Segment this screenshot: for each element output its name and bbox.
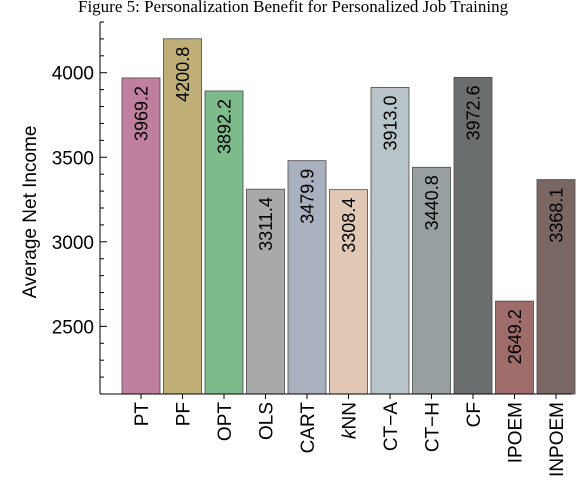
bar-value-label: 3440.8	[422, 175, 442, 230]
y-axis-label: Average Net Income	[20, 126, 41, 299]
bar-value-label: 3913.0	[381, 95, 401, 150]
x-category-label: CT−H	[423, 402, 444, 452]
y-tick-label: 3000	[52, 233, 94, 254]
bars-group	[121, 38, 576, 395]
chart-title: Figure 5: Personalization Benefit for Pe…	[78, 0, 509, 16]
bar-value-label: 3311.4	[256, 197, 276, 251]
y-tick-label: 2500	[52, 317, 94, 338]
bar	[453, 76, 493, 395]
x-category-label: kNN	[340, 402, 361, 439]
bar-value-label: 3972.6	[464, 85, 484, 140]
bar-value-label: 3479.9	[298, 169, 318, 224]
bar	[204, 90, 244, 395]
bar	[495, 300, 534, 395]
bar	[163, 38, 202, 395]
y-tick-label: 3500	[52, 148, 94, 169]
x-category-label: PF	[174, 402, 195, 426]
x-category-label: PT	[132, 402, 153, 427]
x-category-label: IPOEM	[506, 402, 527, 463]
x-axis-labels: PT PF OPT OLS CART kNN CT−A CT−H CF IPOEM INPOEM	[100, 393, 572, 477]
bar-value-label: 4200.8	[173, 47, 193, 102]
bar	[370, 87, 410, 395]
bar-value-label: 3892.2	[215, 99, 235, 154]
x-category-label: INPOEM	[547, 402, 568, 477]
bar-value-label: 2649.2	[505, 309, 525, 364]
x-category-label: CT−A	[381, 402, 402, 451]
x-category-label: OLS	[257, 402, 278, 440]
bar-value-label: 3368.1	[547, 188, 567, 243]
x-category-label: CART	[298, 402, 319, 454]
bar-value-label: 3308.4	[339, 198, 359, 253]
bar	[412, 166, 451, 395]
bar	[329, 189, 368, 395]
x-category-label: CF	[464, 402, 485, 427]
bar	[536, 179, 576, 395]
y-tick-label: 4000	[52, 64, 94, 85]
bar	[121, 77, 161, 395]
bar-labels-group: 3969.2 4200.8 3892.2 3311.4 3479.9 3308.4 3913…	[132, 47, 567, 364]
bar	[246, 188, 285, 395]
bar-value-label: 3969.2	[132, 86, 152, 141]
bar	[287, 160, 327, 395]
y-axis: 2500 3000 3500 4000	[52, 21, 107, 395]
x-category-label: OPT	[215, 402, 236, 441]
